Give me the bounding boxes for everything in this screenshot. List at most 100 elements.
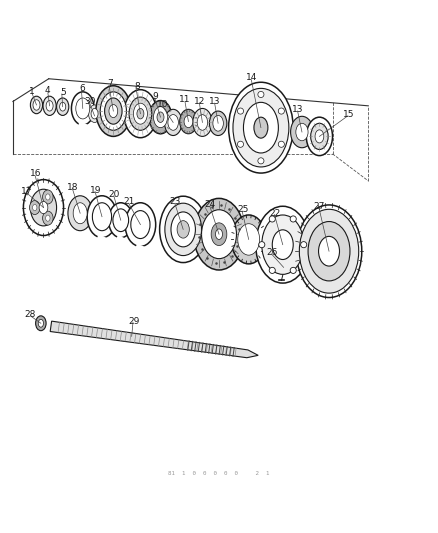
Text: 28: 28 [25, 310, 36, 319]
Ellipse shape [105, 98, 122, 124]
Ellipse shape [91, 108, 98, 119]
Ellipse shape [32, 205, 37, 211]
Ellipse shape [193, 108, 212, 136]
Ellipse shape [238, 224, 260, 255]
Ellipse shape [71, 92, 94, 125]
Text: 19: 19 [90, 185, 102, 195]
Ellipse shape [233, 88, 289, 167]
Circle shape [290, 268, 296, 273]
Circle shape [269, 268, 276, 273]
Ellipse shape [315, 130, 324, 143]
Ellipse shape [109, 203, 133, 238]
Ellipse shape [254, 117, 268, 138]
Ellipse shape [270, 105, 287, 150]
Circle shape [258, 158, 264, 164]
Ellipse shape [30, 189, 57, 226]
Text: 22: 22 [269, 209, 280, 218]
Text: 21: 21 [124, 197, 135, 206]
Ellipse shape [124, 90, 157, 138]
Ellipse shape [42, 190, 53, 204]
Circle shape [259, 241, 265, 248]
Ellipse shape [311, 123, 328, 149]
Ellipse shape [23, 180, 64, 236]
Ellipse shape [42, 211, 53, 225]
Ellipse shape [153, 107, 167, 128]
Text: 18: 18 [67, 182, 78, 191]
Ellipse shape [296, 123, 308, 141]
Text: 30: 30 [85, 97, 96, 106]
Ellipse shape [296, 205, 362, 297]
Circle shape [290, 216, 296, 222]
Ellipse shape [306, 117, 332, 156]
Text: 23: 23 [170, 197, 181, 206]
Ellipse shape [43, 96, 56, 116]
Text: 1: 1 [29, 87, 35, 96]
Text: 15: 15 [343, 110, 355, 119]
Text: 27: 27 [314, 202, 325, 211]
Ellipse shape [171, 212, 195, 247]
Ellipse shape [164, 109, 182, 135]
Ellipse shape [33, 100, 40, 110]
Text: 17: 17 [21, 187, 33, 196]
Text: 10: 10 [156, 100, 168, 109]
Ellipse shape [38, 319, 43, 327]
Text: 29: 29 [128, 317, 140, 326]
Ellipse shape [256, 206, 310, 283]
Ellipse shape [100, 92, 127, 130]
Circle shape [237, 108, 244, 114]
Ellipse shape [92, 203, 112, 231]
Ellipse shape [129, 97, 152, 130]
Ellipse shape [194, 198, 244, 270]
Ellipse shape [213, 116, 223, 131]
Ellipse shape [229, 82, 293, 173]
Ellipse shape [262, 215, 304, 274]
Text: 7: 7 [107, 79, 113, 87]
Ellipse shape [180, 109, 197, 134]
Text: 11: 11 [179, 95, 191, 104]
Text: 9: 9 [153, 92, 159, 101]
Ellipse shape [177, 221, 189, 238]
Text: 13: 13 [209, 97, 220, 106]
Circle shape [237, 141, 244, 147]
Ellipse shape [60, 102, 66, 111]
Ellipse shape [184, 116, 193, 128]
Text: 5: 5 [60, 88, 66, 97]
Ellipse shape [29, 200, 40, 215]
Circle shape [300, 241, 307, 248]
Text: 24: 24 [205, 200, 216, 209]
Ellipse shape [88, 105, 101, 123]
Ellipse shape [308, 222, 350, 281]
Ellipse shape [46, 215, 50, 221]
Ellipse shape [159, 196, 207, 263]
Circle shape [258, 92, 264, 98]
Ellipse shape [96, 86, 131, 136]
Ellipse shape [46, 101, 53, 111]
Ellipse shape [299, 209, 359, 293]
Ellipse shape [165, 203, 201, 256]
Circle shape [278, 108, 284, 114]
Ellipse shape [46, 194, 50, 200]
Ellipse shape [168, 115, 178, 130]
Ellipse shape [68, 196, 92, 231]
Ellipse shape [131, 211, 150, 239]
Text: 6: 6 [79, 84, 85, 93]
Ellipse shape [109, 104, 118, 118]
Ellipse shape [281, 263, 287, 272]
Ellipse shape [244, 102, 279, 153]
Ellipse shape [318, 236, 339, 266]
Ellipse shape [30, 96, 42, 114]
Ellipse shape [211, 223, 227, 246]
Ellipse shape [137, 108, 144, 119]
Ellipse shape [76, 98, 90, 119]
Ellipse shape [134, 103, 148, 124]
Text: 20: 20 [109, 190, 120, 199]
Ellipse shape [73, 203, 87, 224]
Text: 81  1  0  0  0  0  0     2  1: 81 1 0 0 0 0 0 2 1 [168, 471, 270, 477]
Ellipse shape [87, 196, 117, 238]
Text: 26: 26 [267, 248, 278, 257]
Ellipse shape [149, 101, 172, 134]
Circle shape [269, 216, 276, 222]
Text: 14: 14 [246, 74, 258, 83]
Ellipse shape [113, 209, 129, 231]
Ellipse shape [39, 201, 48, 214]
